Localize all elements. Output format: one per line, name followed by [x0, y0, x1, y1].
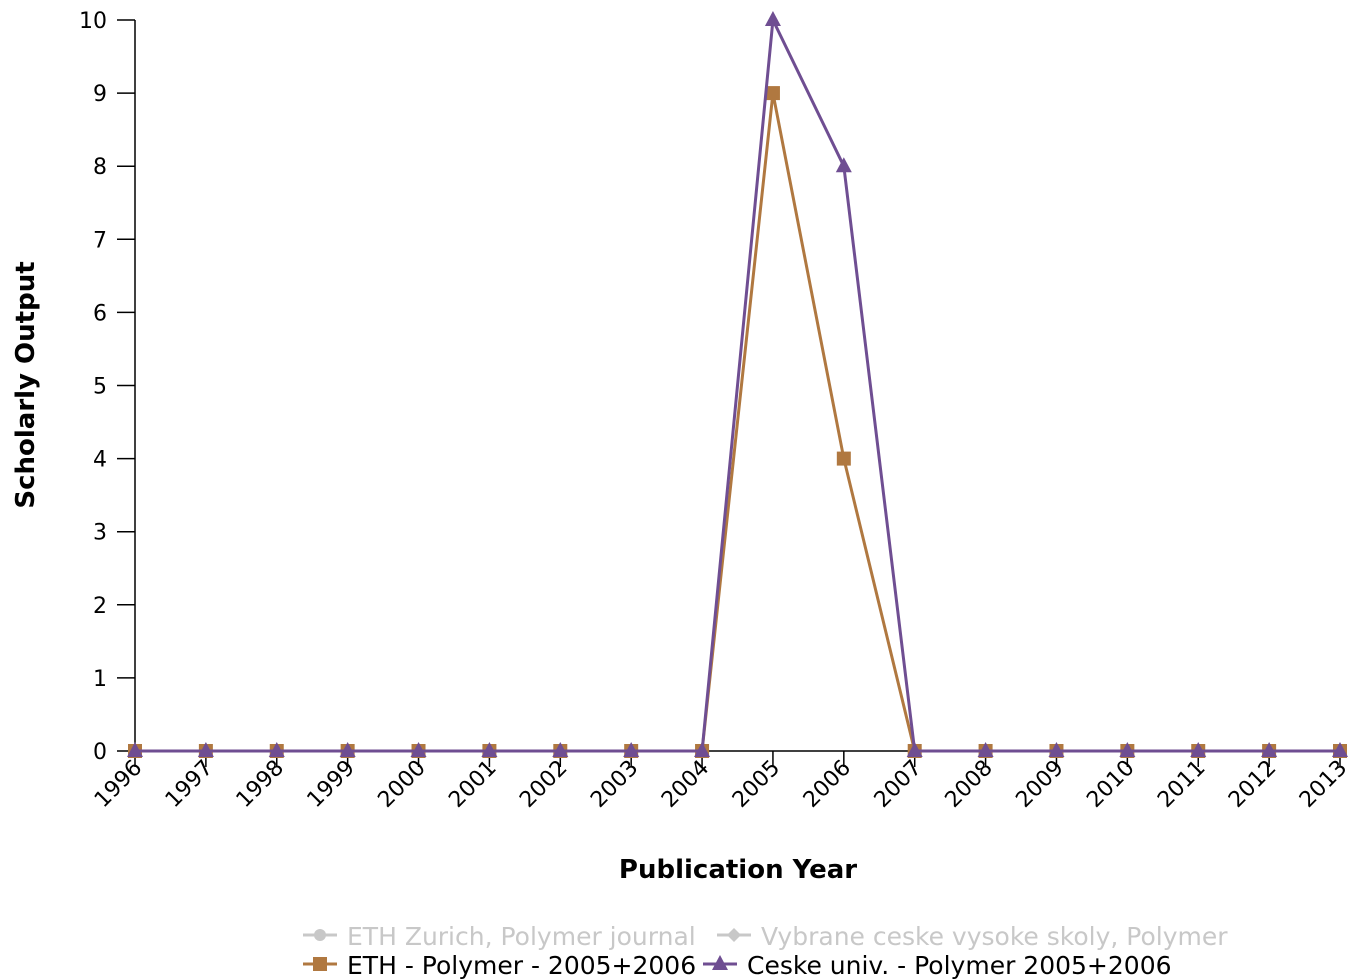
y-tick-label: 2	[93, 594, 107, 619]
x-tick-label: 2010	[1082, 756, 1139, 813]
data-point	[835, 157, 852, 173]
legend-marker	[313, 957, 327, 971]
data-point	[268, 742, 285, 757]
x-tick-label: 2000	[373, 756, 430, 813]
legend-marker	[727, 928, 741, 942]
x-tick-label: 2009	[1011, 756, 1068, 813]
x-tick-label: 2007	[870, 756, 927, 813]
data-point	[623, 742, 640, 757]
x-tick-label: 2002	[515, 756, 572, 813]
series-line	[135, 92, 1340, 753]
y-tick-label: 3	[93, 521, 107, 546]
y-tick-label: 8	[93, 155, 107, 180]
series-3	[128, 86, 1347, 758]
data-point	[410, 742, 427, 757]
legend-label: Vybrane ceske vysoke skoly, Polymer	[761, 922, 1228, 951]
data-point	[694, 742, 711, 757]
x-tick-label: 1997	[161, 756, 218, 813]
legend-item-3[interactable]: ETH - Polymer - 2005+2006	[303, 951, 696, 979]
legend-label: ETH - Polymer - 2005+2006	[347, 951, 696, 979]
data-point	[197, 742, 214, 757]
x-tick-label: 2013	[1295, 756, 1351, 813]
series-layer	[127, 11, 1348, 758]
x-tick-label: 2001	[444, 756, 501, 813]
legend[interactable]: ETH Zurich, Polymer journal Vybrane ceske…	[303, 922, 1228, 979]
y-tick-label: 5	[93, 375, 107, 400]
x-tick-label: 2011	[1153, 756, 1210, 813]
data-point	[339, 742, 356, 757]
data-point	[1119, 742, 1136, 757]
y-axis-ticks: 0 1 2 3 4 5 6 7 8 9 10	[79, 9, 135, 765]
data-point	[765, 86, 780, 101]
x-tick-label: 2004	[657, 756, 714, 813]
legend-marker	[314, 929, 326, 941]
y-tick-label: 4	[93, 448, 107, 473]
x-tick-label: 2006	[799, 756, 856, 813]
x-tick-label: 1999	[303, 756, 360, 813]
data-point	[1190, 742, 1207, 757]
data-point	[1048, 742, 1065, 757]
series-line	[135, 14, 1340, 753]
legend-item-4[interactable]: Ceske univ. - Polymer 2005+2006	[703, 951, 1172, 979]
x-tick-label: 2008	[941, 756, 998, 813]
data-point	[1261, 742, 1278, 757]
x-axis-ticks: 1996 1997 1998 1999 2000 2001 2002 2003 2004 2005…	[90, 751, 1351, 813]
x-axis-title: Publication Year	[619, 855, 857, 885]
data-point	[977, 742, 994, 757]
data-point	[127, 742, 143, 757]
data-point	[906, 742, 923, 757]
data-point	[1332, 742, 1348, 757]
x-tick-label: 2012	[1224, 756, 1281, 813]
legend-label: ETH Zurich, Polymer journal	[347, 922, 696, 951]
y-tick-label: 7	[93, 228, 107, 253]
legend-item-2[interactable]: Vybrane ceske vysoke skoly, Polymer	[717, 922, 1228, 951]
legend-label: Ceske univ. - Polymer 2005+2006	[747, 951, 1172, 979]
x-tick-label: 2005	[728, 756, 785, 813]
legend-marker	[712, 955, 728, 970]
y-axis-title: Scholarly Output	[11, 261, 41, 508]
data-point	[764, 11, 781, 26]
y-tick-label: 0	[93, 740, 107, 765]
legend-item-1[interactable]: ETH Zurich, Polymer journal	[303, 922, 696, 951]
y-tick-label: 6	[93, 301, 107, 326]
data-point	[836, 451, 851, 466]
y-tick-label: 9	[93, 82, 107, 107]
series-4	[127, 11, 1348, 757]
data-point	[481, 742, 498, 757]
data-point	[552, 742, 569, 757]
y-tick-label: 1	[93, 667, 107, 692]
x-tick-label: 1998	[232, 756, 289, 813]
x-tick-label: 2003	[586, 756, 643, 813]
y-tick-label: 10	[79, 9, 107, 34]
